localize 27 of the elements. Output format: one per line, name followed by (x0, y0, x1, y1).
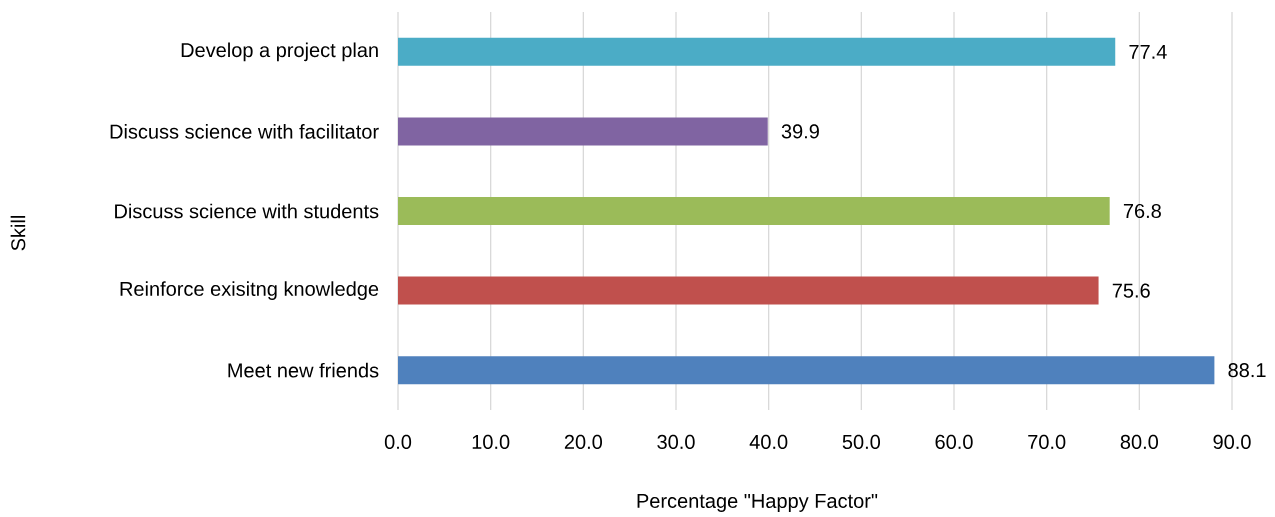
x-tick-label: 60.0 (935, 434, 973, 450)
x-tick-label: 80.0 (1120, 434, 1159, 450)
x-tick-label: 40.0 (749, 434, 788, 450)
data-label: 76.8 (1123, 203, 1161, 219)
x-tick-label: 10.0 (472, 434, 510, 450)
x-tick-label: 70.0 (1028, 434, 1066, 450)
data-label: 39.9 (781, 124, 819, 139)
bar (398, 276, 1099, 305)
y-axis-title: Skill (10, 216, 26, 251)
x-tick-label: 20.0 (564, 434, 603, 450)
x-tick-label: 0.0 (384, 434, 412, 450)
data-label: 77.4 (1129, 44, 1167, 59)
y-tick-label: Discuss science with facilitator (110, 124, 379, 139)
bar (398, 197, 1110, 225)
data-label: 88.1 (1228, 363, 1266, 378)
bar (398, 356, 1215, 385)
data-label: 75.6 (1112, 283, 1150, 298)
y-tick-label: Discuss science with students (115, 203, 379, 219)
bar (398, 117, 768, 146)
y-tick-label: Reinforce exisitng knowledge (120, 281, 379, 300)
y-tick-label: Develop a project plan (181, 42, 378, 62)
x-axis-title: Percentage "Happy Factor" (637, 494, 878, 512)
x-tick-label: 50.0 (842, 434, 881, 450)
x-tick-label: 30.0 (657, 434, 695, 450)
x-tick-label: 90.0 (1213, 434, 1251, 450)
y-tick-label: Meet new friends (228, 362, 379, 378)
bar (398, 37, 1116, 66)
